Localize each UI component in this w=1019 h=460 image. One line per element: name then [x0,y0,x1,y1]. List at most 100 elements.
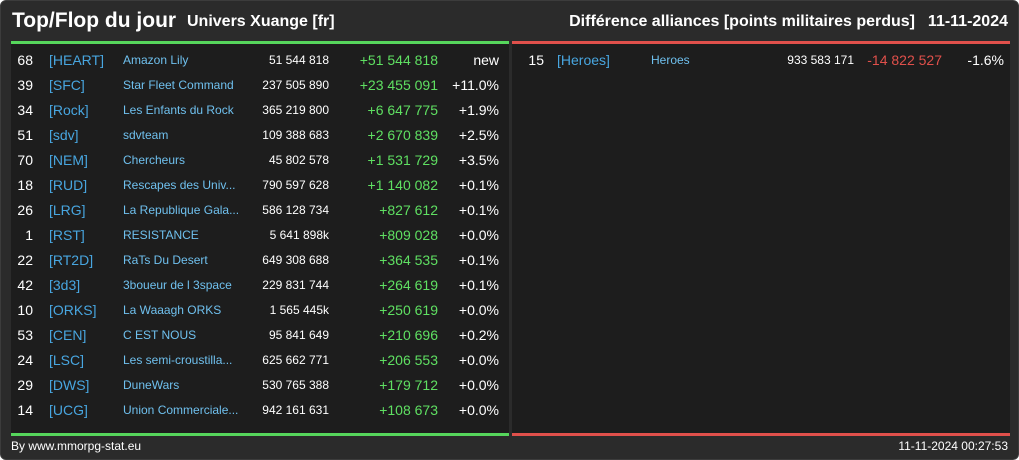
alliance-tag[interactable]: [CEN] [49,327,87,343]
alliance-diff: +2 670 839 [367,127,438,143]
alliance-pct: +0.0% [458,227,499,243]
alliance-diff: +1 531 729 [367,152,438,168]
alliance-tag[interactable]: [ORKS] [49,302,97,318]
alliance-diff: +364 535 [379,252,438,268]
top-row: 29 [DWS] DuneWars 530 765 388 +179 712 +0.0% [11,373,509,398]
alliance-tag[interactable]: [SFC] [49,77,85,93]
flop-panel: 15 [Heroes] Heroes 933 583 171 -14 822 527 -1… [512,41,1010,436]
alliance-tag[interactable]: [sdv] [49,127,79,143]
alliance-diff: +1 140 082 [367,177,438,193]
alliance-diff: +179 712 [379,377,438,393]
alliance-name[interactable]: RESISTANCE [123,228,199,242]
alliance-rank: 29 [17,377,33,393]
top-row: 51 [sdv] sdvteam 109 388 683 +2 670 839 +2.5% [11,123,509,148]
footer-source[interactable]: By www.mmorpg-stat.eu [11,439,142,453]
alliance-rank: 14 [17,402,33,418]
alliance-diff: +250 619 [379,302,438,318]
alliance-name[interactable]: 3boueur de l 3space [123,278,232,292]
alliance-name[interactable]: Les Enfants du Rock [123,103,234,117]
alliance-pct: +1.9% [458,102,499,118]
alliance-points: 625 662 771 [262,353,329,367]
alliance-name[interactable]: Amazon Lily [123,53,189,67]
alliance-rank: 10 [17,302,33,318]
alliance-pct: +0.1% [458,277,499,293]
alliance-pct: +0.1% [458,202,499,218]
top-row: 18 [RUD] Rescapes des Univ... 790 597 628 +1… [11,173,509,198]
footer-timestamp: 11-11-2024 00:27:53 [898,439,1008,453]
alliance-name[interactable]: Star Fleet Command [123,78,234,92]
alliance-rank: 34 [17,102,33,118]
top-row: 68 [HEART] Amazon Lily 51 544 818 +51 544 81… [11,48,509,73]
alliance-rank: 53 [17,327,33,343]
alliance-points: 109 388 683 [262,128,329,142]
alliance-points: 649 308 688 [262,253,329,267]
alliance-name[interactable]: C EST NOUS [123,328,197,342]
alliance-tag[interactable]: [UCG] [49,402,88,418]
alliance-pct: +11.0% [452,77,499,93]
alliance-rank: 24 [17,352,33,368]
alliance-diff: +809 028 [379,227,438,243]
alliance-tag[interactable]: [DWS] [49,377,90,393]
alliance-tag[interactable]: [Heroes] [557,52,610,68]
alliance-pct: +3.5% [458,152,499,168]
alliance-name[interactable]: Union Commerciale... [123,403,239,417]
alliance-rank: 15 [528,52,544,68]
alliance-tag[interactable]: [NEM] [49,152,88,168]
alliance-tag[interactable]: [RUD] [49,177,88,193]
page-title: Top/Flop du jour [12,9,177,32]
alliance-rank: 26 [17,202,33,218]
alliance-points: 586 128 734 [262,203,329,217]
alliance-points: 1 565 445k [269,303,329,317]
top-row: 10 [ORKS] La Waaagh ORKS 1 565 445k +250 619… [11,298,509,323]
top-row: 22 [RT2D] RaTs Du Desert 649 308 688 +364 53… [11,248,509,273]
alliance-pct: +0.0% [458,377,499,393]
alliance-name[interactable]: La Republique Gala... [123,203,240,217]
alliance-tag[interactable]: [RT2D] [49,252,94,268]
alliance-points: 933 583 171 [787,53,854,67]
alliance-pct: -1.6% [967,52,1004,68]
alliance-tag[interactable]: [3d3] [49,277,81,293]
alliance-tag[interactable]: [LSC] [49,352,85,368]
header: Top/Flop du jour Univers Xuange [fr] Dif… [1,1,1018,41]
alliance-rank: 51 [17,127,33,143]
top-row: 1 [RST] RESISTANCE 5 641 898k +809 028 +0.0% [11,223,509,248]
alliance-name[interactable]: DuneWars [123,378,180,392]
top-panel: 68 [HEART] Amazon Lily 51 544 818 +51 544 81… [11,41,509,436]
ranking-subtitle: Différence alliances [points militaires … [569,13,915,30]
alliance-pct: +0.1% [458,252,499,268]
alliance-tag[interactable]: [HEART] [49,52,104,68]
alliance-points: 237 505 890 [262,78,329,92]
universe-label: Univers Xuange [fr] [187,13,335,30]
alliance-name[interactable]: Heroes [651,53,690,67]
alliance-points: 790 597 628 [262,178,329,192]
alliance-name[interactable]: Les semi-croustilla... [123,353,233,367]
alliance-pct: +2.5% [458,127,499,143]
alliance-rank: 42 [17,277,33,293]
alliance-rank: 39 [17,77,33,93]
top-row: 34 [Rock] Les Enfants du Rock 365 219 800 +6… [11,98,509,123]
alliance-points: 229 831 744 [262,278,329,292]
alliance-name[interactable]: Rescapes des Univ... [123,178,236,192]
top-row: 42 [3d3] 3boueur de l 3space 229 831 744 +26… [11,273,509,298]
alliance-tag[interactable]: [Rock] [49,102,89,118]
alliance-diff: +264 619 [379,277,438,293]
alliance-points: 45 802 578 [268,153,329,167]
alliance-rank: 68 [17,52,33,68]
header-date: 11-11-2024 [927,13,1008,30]
alliance-pct: +0.0% [458,402,499,418]
alliance-name[interactable]: Chercheurs [123,153,186,167]
alliance-tag[interactable]: [RST] [49,227,85,243]
top-row: 70 [NEM] Chercheurs 45 802 578 +1 531 729 +3.… [11,148,509,173]
alliance-pct: +0.0% [458,302,499,318]
alliance-name[interactable]: La Waaagh ORKS [123,303,222,317]
alliance-name[interactable]: RaTs Du Desert [123,253,208,267]
alliance-points: 365 219 800 [262,103,329,117]
alliance-diff: +23 455 091 [359,77,438,93]
alliance-rank: 22 [17,252,33,268]
alliance-name[interactable]: sdvteam [123,128,169,142]
alliance-tag[interactable]: [LRG] [49,202,86,218]
alliance-diff: +827 612 [379,202,438,218]
alliance-points: 51 544 818 [268,53,329,67]
alliance-rank: 1 [25,227,33,243]
